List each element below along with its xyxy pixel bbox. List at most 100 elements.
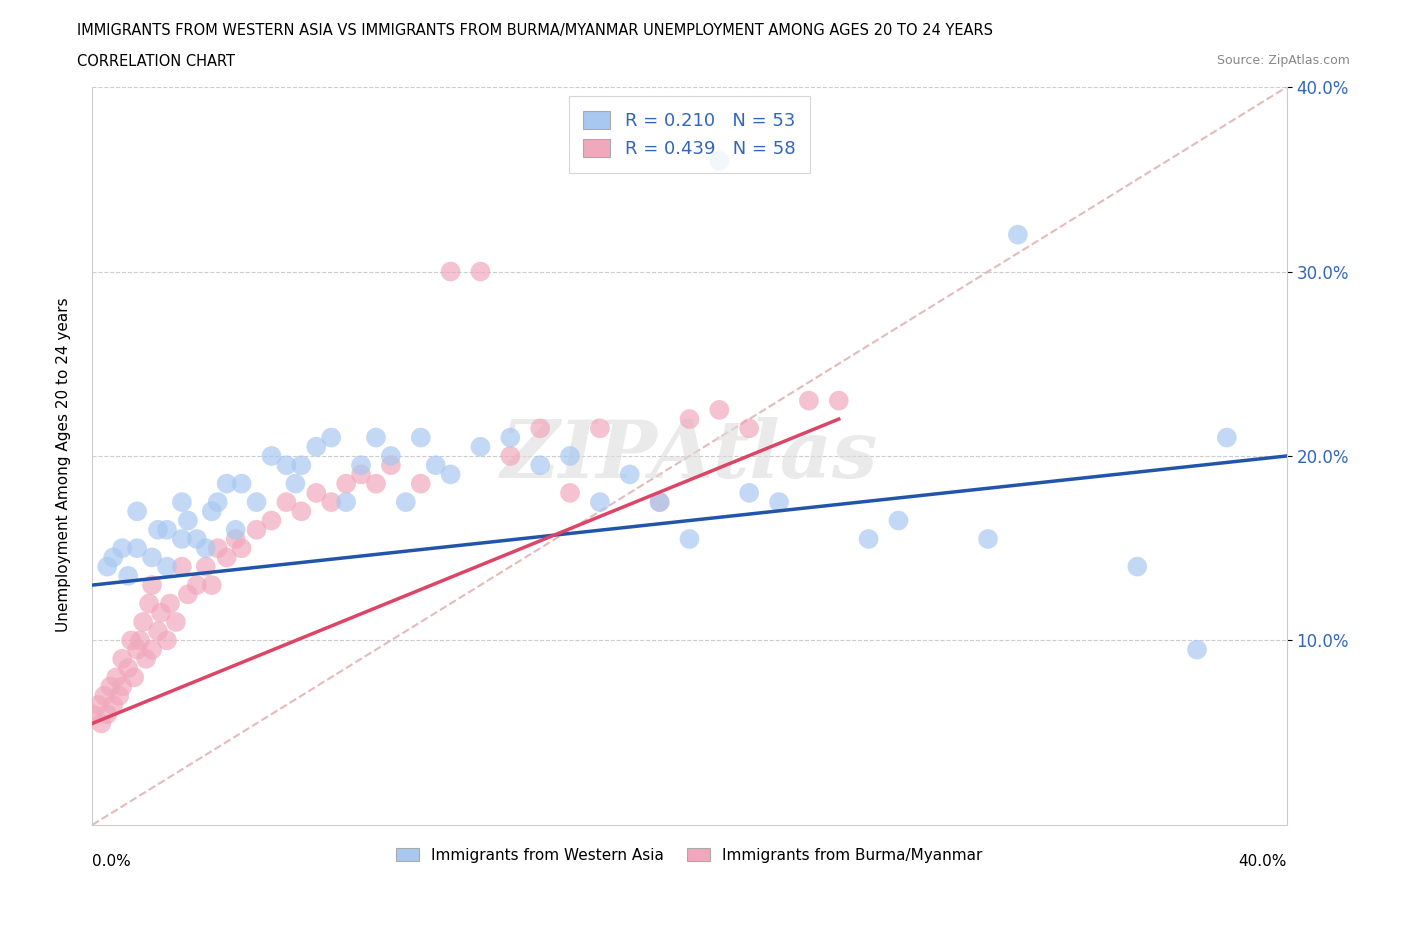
Text: ZIPAtlas: ZIPAtlas bbox=[501, 418, 879, 495]
Point bbox=[768, 495, 790, 510]
Point bbox=[305, 485, 328, 500]
Point bbox=[117, 660, 139, 675]
Point bbox=[231, 476, 253, 491]
Point bbox=[96, 559, 118, 574]
Point bbox=[156, 559, 179, 574]
Point bbox=[260, 448, 283, 463]
Point bbox=[127, 504, 149, 519]
Point bbox=[177, 587, 200, 602]
Point bbox=[887, 513, 910, 528]
Point bbox=[120, 633, 142, 648]
Point bbox=[186, 578, 208, 592]
Point bbox=[231, 540, 253, 555]
Point bbox=[395, 495, 418, 510]
Point bbox=[321, 430, 343, 445]
Point bbox=[93, 688, 115, 703]
Point bbox=[141, 643, 163, 658]
Text: CORRELATION CHART: CORRELATION CHART bbox=[77, 54, 235, 69]
Point bbox=[276, 458, 298, 472]
Point bbox=[194, 559, 217, 574]
Point bbox=[201, 578, 224, 592]
Point bbox=[439, 467, 461, 482]
Point bbox=[678, 412, 700, 427]
Point bbox=[90, 716, 112, 731]
Point bbox=[977, 532, 1000, 547]
Point bbox=[470, 264, 492, 279]
Point bbox=[409, 430, 432, 445]
Point bbox=[87, 698, 110, 712]
Point bbox=[135, 651, 157, 666]
Point bbox=[225, 532, 247, 547]
Point bbox=[558, 485, 581, 500]
Point bbox=[276, 495, 298, 510]
Text: Source: ZipAtlas.com: Source: ZipAtlas.com bbox=[1216, 54, 1350, 67]
Point bbox=[709, 153, 731, 168]
Point bbox=[380, 448, 402, 463]
Point bbox=[738, 485, 761, 500]
Point bbox=[709, 403, 731, 418]
Point bbox=[129, 633, 152, 648]
Point bbox=[170, 532, 193, 547]
Point bbox=[738, 421, 761, 436]
Point bbox=[335, 495, 357, 510]
Point bbox=[260, 513, 283, 528]
Point bbox=[186, 532, 208, 547]
Legend: R = 0.210   N = 53, R = 0.439   N = 58: R = 0.210 N = 53, R = 0.439 N = 58 bbox=[569, 96, 810, 173]
Text: 40.0%: 40.0% bbox=[1239, 855, 1286, 870]
Point bbox=[215, 476, 238, 491]
Point bbox=[619, 467, 641, 482]
Point bbox=[305, 439, 328, 454]
Point bbox=[589, 421, 612, 436]
Point bbox=[156, 523, 179, 538]
Point bbox=[138, 596, 160, 611]
Point bbox=[156, 633, 179, 648]
Point bbox=[215, 550, 238, 565]
Point bbox=[225, 523, 247, 538]
Point bbox=[132, 615, 155, 630]
Point bbox=[499, 430, 522, 445]
Point bbox=[146, 624, 169, 639]
Point bbox=[1216, 430, 1239, 445]
Point bbox=[409, 476, 432, 491]
Point bbox=[529, 421, 551, 436]
Point bbox=[111, 679, 134, 694]
Text: IMMIGRANTS FROM WESTERN ASIA VS IMMIGRANTS FROM BURMA/MYANMAR UNEMPLOYMENT AMONG: IMMIGRANTS FROM WESTERN ASIA VS IMMIGRAN… bbox=[77, 23, 993, 38]
Point bbox=[1126, 559, 1149, 574]
Point bbox=[350, 458, 373, 472]
Point bbox=[127, 643, 149, 658]
Point bbox=[1007, 227, 1029, 242]
Point bbox=[648, 495, 671, 510]
Point bbox=[828, 393, 851, 408]
Point bbox=[558, 448, 581, 463]
Point bbox=[159, 596, 181, 611]
Point bbox=[1185, 643, 1208, 658]
Point bbox=[380, 458, 402, 472]
Text: 0.0%: 0.0% bbox=[93, 855, 131, 870]
Point bbox=[96, 707, 118, 722]
Point bbox=[321, 495, 343, 510]
Point bbox=[245, 523, 267, 538]
Point bbox=[439, 264, 461, 279]
Point bbox=[82, 707, 104, 722]
Point bbox=[165, 615, 187, 630]
Point bbox=[111, 651, 134, 666]
Point bbox=[499, 448, 522, 463]
Text: Unemployment Among Ages 20 to 24 years: Unemployment Among Ages 20 to 24 years bbox=[56, 298, 70, 632]
Point bbox=[425, 458, 447, 472]
Point bbox=[201, 504, 224, 519]
Point bbox=[177, 513, 200, 528]
Point bbox=[170, 559, 193, 574]
Point bbox=[170, 495, 193, 510]
Point bbox=[127, 540, 149, 555]
Point bbox=[350, 467, 373, 482]
Point bbox=[797, 393, 820, 408]
Point bbox=[284, 476, 307, 491]
Point bbox=[648, 495, 671, 510]
Point bbox=[194, 540, 217, 555]
Point bbox=[290, 504, 312, 519]
Point bbox=[117, 568, 139, 583]
Point bbox=[150, 605, 173, 620]
Point bbox=[529, 458, 551, 472]
Point bbox=[108, 688, 131, 703]
Point bbox=[589, 495, 612, 510]
